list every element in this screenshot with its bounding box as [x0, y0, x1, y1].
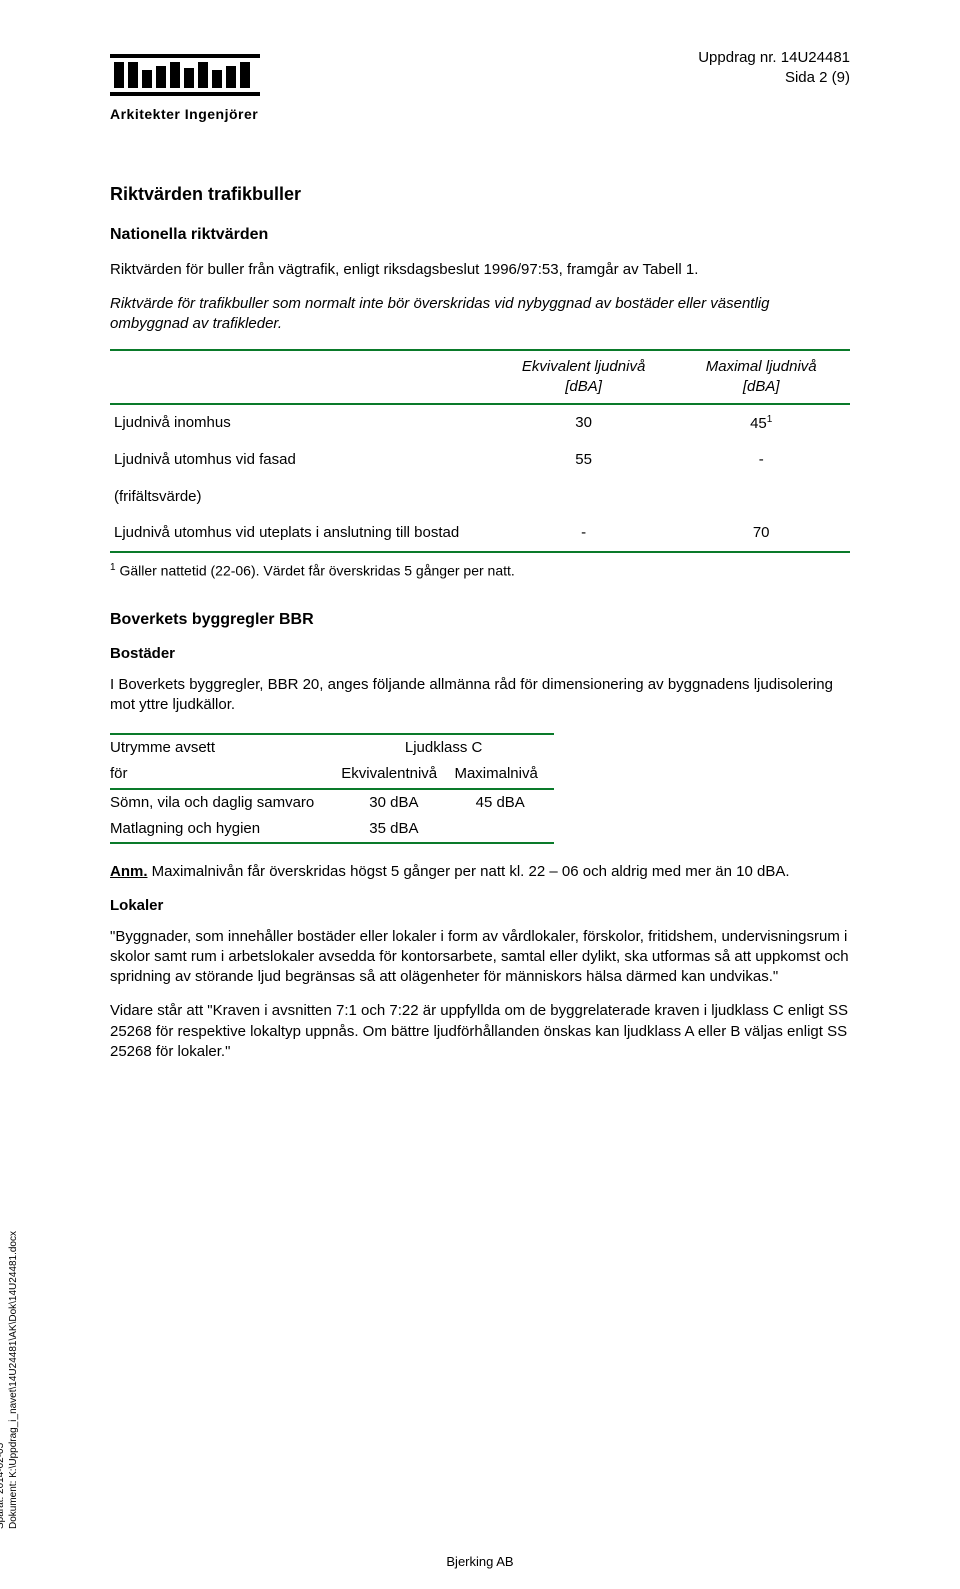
- table-cell: Ljudnivå inomhus: [110, 404, 495, 442]
- table-header-empty: [110, 350, 495, 405]
- logo-subtitle: Arkitekter Ingenjörer: [110, 106, 260, 122]
- table-cell: Ekvivalentnivå: [341, 761, 454, 788]
- table-cell: Matlagning och hygien: [110, 816, 341, 843]
- side-metadata: Verktyg: PM Rapport / V-3 / 2010-01-28 S…: [0, 1231, 20, 1529]
- table-cell: Maximalnivå: [454, 761, 554, 788]
- section-title: Riktvärden trafikbuller: [110, 182, 850, 206]
- bjerking-logo-icon: [110, 48, 260, 102]
- table-cell: Sömn, vila och daglig samvaro: [110, 789, 341, 816]
- table-cell: för: [110, 761, 341, 788]
- table-cell: Ljudnivå utomhus vid uteplats i anslutni…: [110, 515, 495, 552]
- table-cell: [454, 816, 554, 843]
- footer-company: Bjerking AB: [0, 1554, 960, 1569]
- riktvarden-table: Ekvivalent ljudnivå [dBA] Maximal ljudni…: [110, 349, 850, 554]
- table-cell: 45 dBA: [454, 789, 554, 816]
- table-cell: (frifältsvärde): [110, 479, 495, 515]
- table-cell: [495, 479, 673, 515]
- table-cell: 30: [495, 404, 673, 442]
- table-cell: -: [495, 515, 673, 552]
- lokaler-para1: "Byggnader, som innehåller bostäder elle…: [110, 927, 850, 988]
- table-header-equiv: Ekvivalent ljudnivå [dBA]: [495, 350, 673, 405]
- table-cell: Utrymme avsett: [110, 734, 341, 761]
- job-info: Uppdrag nr. 14U24481 Sida 2 (9): [698, 48, 850, 89]
- table-header-max: Maximal ljudnivå [dBA]: [672, 350, 850, 405]
- table-cell: -: [672, 442, 850, 478]
- job-number: Uppdrag nr. 14U24481: [698, 48, 850, 68]
- lokaler-heading: Lokaler: [110, 896, 850, 916]
- table-cell: 30 dBA: [341, 789, 454, 816]
- table-cell: 55: [495, 442, 673, 478]
- lokaler-para2: Vidare står att "Kraven i avsnitten 7:1 …: [110, 1001, 850, 1062]
- bbr-title: Boverkets byggregler BBR: [110, 609, 850, 631]
- section-subtitle: Nationella riktvärden: [110, 224, 850, 246]
- table-cell: 35 dBA: [341, 816, 454, 843]
- ljudklass-table: Utrymme avsett Ljudklass C för Ekvivalen…: [110, 733, 554, 844]
- bostader-heading: Bostäder: [110, 644, 850, 664]
- anm-paragraph: Anm. Maximalnivån får överskridas högst …: [110, 862, 850, 882]
- table-cell: Ljudnivå utomhus vid fasad: [110, 442, 495, 478]
- logo: Arkitekter Ingenjörer: [110, 48, 260, 122]
- table-cell: [672, 479, 850, 515]
- intro-paragraph: Riktvärden för buller från vägtrafik, en…: [110, 260, 850, 280]
- table-cell: Ljudklass C: [341, 734, 554, 761]
- table-cell: 451: [672, 404, 850, 442]
- bbr-intro: I Boverkets byggregler, BBR 20, anges fö…: [110, 675, 850, 716]
- italic-note: Riktvärde för trafikbuller som normalt i…: [110, 294, 850, 335]
- page-number: Sida 2 (9): [698, 68, 850, 88]
- footnote: 1 Gäller nattetid (22-06). Värdet får öv…: [110, 561, 850, 581]
- table-cell: 70: [672, 515, 850, 552]
